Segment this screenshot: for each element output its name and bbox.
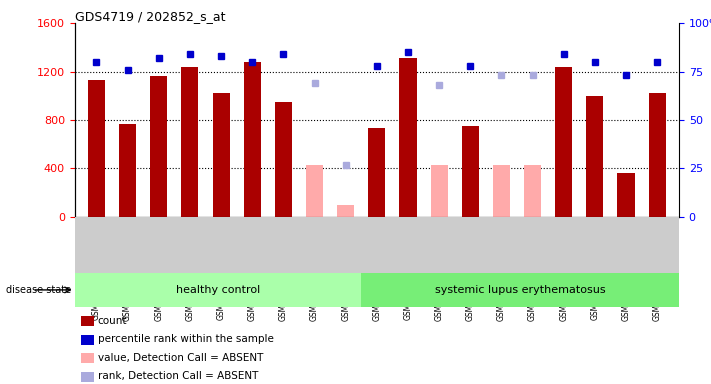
Bar [181, 67, 198, 217]
Bar [368, 129, 385, 217]
Text: systemic lupus erythematosus: systemic lupus erythematosus [434, 285, 605, 295]
Bar [361, 273, 679, 307]
Text: GDS4719 / 202852_s_at: GDS4719 / 202852_s_at [75, 10, 225, 23]
Bar [431, 165, 448, 217]
Bar [400, 58, 417, 217]
Bar [213, 93, 230, 217]
Bar [524, 165, 541, 217]
Bar [306, 165, 323, 217]
Bar [648, 93, 665, 217]
Bar [617, 173, 635, 217]
Bar [244, 62, 261, 217]
Bar [275, 102, 292, 217]
Text: percentile rank within the sample: percentile rank within the sample [97, 334, 274, 344]
Bar [119, 124, 137, 217]
Bar [587, 96, 604, 217]
Text: rank, Detection Call = ABSENT: rank, Detection Call = ABSENT [97, 371, 258, 381]
Bar [80, 335, 94, 345]
Bar [337, 205, 354, 217]
Bar [75, 273, 361, 307]
Bar [555, 67, 572, 217]
Bar [88, 80, 105, 217]
Bar [461, 126, 479, 217]
Text: healthy control: healthy control [176, 285, 260, 295]
Bar [80, 316, 94, 326]
Bar [493, 165, 510, 217]
Bar [80, 353, 94, 363]
Bar [150, 76, 167, 217]
Text: disease state: disease state [6, 285, 71, 295]
Bar [80, 372, 94, 382]
Text: count: count [97, 316, 127, 326]
Text: value, Detection Call = ABSENT: value, Detection Call = ABSENT [97, 353, 263, 363]
